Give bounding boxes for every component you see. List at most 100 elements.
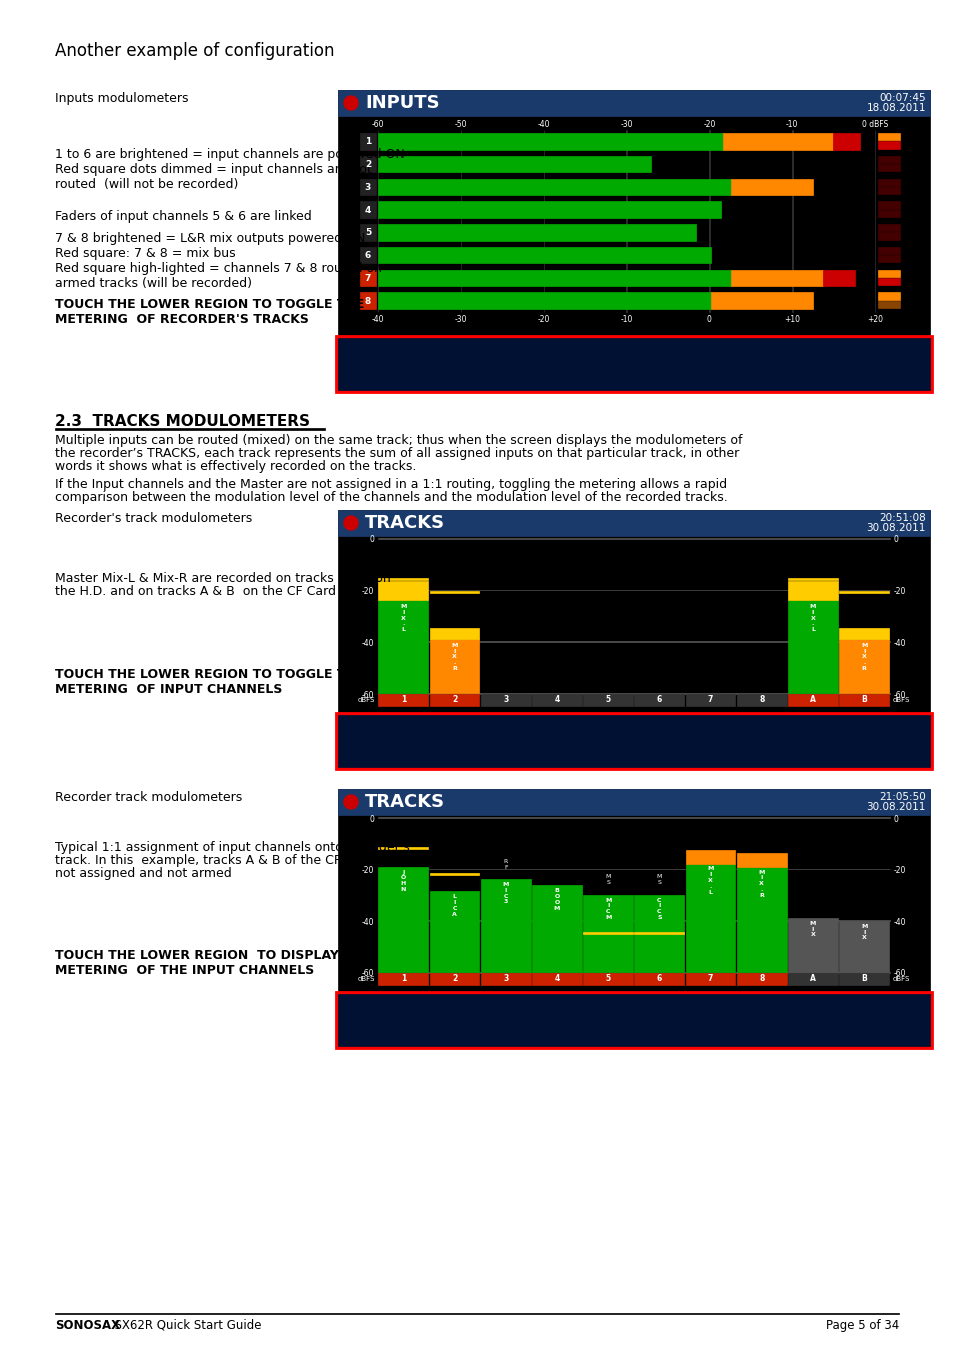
Text: B
O
O
M: B O O M: [553, 888, 559, 911]
Text: 2: 2: [452, 973, 456, 983]
Bar: [335, 992, 931, 1048]
Text: 7: 7: [707, 973, 713, 983]
Bar: [343, 358, 402, 373]
Bar: [532, 973, 581, 985]
Text: 2.3  TRACKS MODULOMETERS: 2.3 TRACKS MODULOMETERS: [55, 414, 310, 429]
Bar: [377, 201, 720, 217]
Bar: [877, 186, 899, 194]
Text: -20: -20: [702, 120, 715, 130]
Bar: [359, 157, 375, 173]
Bar: [839, 628, 888, 639]
Text: 2: 2: [452, 695, 456, 703]
Text: A: A: [809, 695, 815, 703]
Bar: [787, 599, 837, 693]
Text: -40: -40: [893, 639, 905, 648]
Bar: [359, 270, 375, 286]
Text: Another example of configuration: Another example of configuration: [55, 42, 335, 59]
Bar: [359, 201, 375, 217]
Text: 20110817: 20110817: [413, 355, 462, 364]
Text: -60: -60: [372, 120, 384, 130]
Text: EXT: EXT: [345, 753, 364, 761]
Bar: [343, 375, 402, 389]
Text: SCN01/1: SCN01/1: [413, 1025, 455, 1034]
Text: M
I
X
.
L: M I X . L: [399, 603, 406, 632]
Text: 14h57: 14h57: [365, 998, 394, 1007]
Text: 0: 0: [893, 814, 898, 824]
Bar: [335, 336, 931, 391]
Bar: [359, 247, 375, 263]
Bar: [736, 867, 786, 972]
Text: -60: -60: [361, 969, 374, 979]
Bar: [359, 134, 375, 150]
Bar: [378, 846, 428, 849]
Text: M
I
X
.
R: M I X . R: [451, 643, 457, 671]
Bar: [877, 232, 899, 239]
Bar: [359, 224, 375, 240]
Text: comparison between the modulation level of the channels and the modulation level: comparison between the modulation level …: [55, 491, 727, 504]
Text: MONO: MONO: [517, 757, 549, 768]
Bar: [832, 134, 860, 150]
Bar: [839, 921, 888, 972]
Text: dBFS: dBFS: [892, 697, 909, 703]
Text: 3: 3: [502, 695, 508, 703]
Text: 48k: 48k: [517, 342, 536, 352]
Text: +10: +10: [783, 315, 800, 324]
Bar: [877, 201, 899, 209]
Bar: [337, 510, 929, 716]
Bar: [378, 867, 428, 972]
Text: M
I
C
M: M I C M: [604, 898, 611, 919]
Bar: [343, 998, 363, 1011]
Text: TOUCH THE LOWER REGION  TO DISPLAY THE
METERING  OF THE INPUT CHANNELS: TOUCH THE LOWER REGION TO DISPLAY THE ME…: [55, 949, 371, 977]
Bar: [634, 973, 683, 985]
Bar: [877, 157, 899, 163]
Bar: [821, 270, 854, 286]
Bar: [736, 973, 786, 985]
Bar: [343, 718, 402, 732]
Text: STEREO: STEREO: [517, 381, 557, 392]
Bar: [343, 375, 363, 389]
Text: 01/1: 01/1: [413, 369, 435, 378]
Bar: [532, 886, 581, 972]
Bar: [429, 639, 479, 693]
Text: 97%: 97%: [365, 377, 385, 385]
Text: A: A: [809, 973, 815, 983]
Bar: [877, 134, 899, 140]
Bar: [377, 224, 696, 240]
Circle shape: [344, 795, 357, 809]
Text: 12.1V: 12.1V: [365, 1031, 391, 1041]
Bar: [685, 849, 735, 864]
Text: words it shows what is effectively recorded on the tracks.: words it shows what is effectively recor…: [55, 460, 416, 472]
Text: M
I
X
.
L: M I X . L: [809, 603, 815, 632]
Text: 0: 0: [893, 536, 898, 544]
Bar: [582, 973, 633, 985]
Text: 0: 0: [369, 536, 374, 544]
Text: -50: -50: [455, 120, 467, 130]
Bar: [337, 90, 929, 116]
Bar: [337, 994, 929, 1046]
Text: -20: -20: [893, 587, 905, 597]
Text: 00:00:00: 00:00:00: [848, 374, 924, 389]
Bar: [722, 134, 832, 150]
Text: -60: -60: [361, 690, 374, 699]
Text: 6: 6: [364, 251, 371, 261]
Text: 5: 5: [605, 973, 610, 983]
Text: 6: 6: [656, 695, 661, 703]
Text: -40: -40: [361, 639, 374, 648]
Bar: [377, 293, 710, 309]
Bar: [429, 628, 479, 639]
Text: 2: 2: [364, 161, 371, 169]
Bar: [378, 599, 428, 693]
Text: HD: HD: [345, 720, 359, 728]
Text: 7 & 8 brightened = L&R mix outputs powered ON
Red square: 7 & 8 = mix bus
Red sq: 7 & 8 brightened = L&R mix outputs power…: [55, 232, 381, 290]
Text: Recorder track modulometers: Recorder track modulometers: [55, 791, 242, 805]
Text: 1: 1: [400, 973, 406, 983]
Bar: [787, 918, 837, 972]
Bar: [839, 639, 888, 693]
Text: OUTPUT: OUTPUT: [884, 1017, 924, 1026]
Text: 001    CM0006: 001 CM0006: [413, 757, 483, 768]
Bar: [877, 247, 899, 254]
Circle shape: [344, 96, 357, 109]
Text: 48k: 48k: [517, 720, 536, 729]
Text: -60: -60: [893, 969, 905, 979]
Text: SX62R: SX62R: [413, 720, 444, 729]
